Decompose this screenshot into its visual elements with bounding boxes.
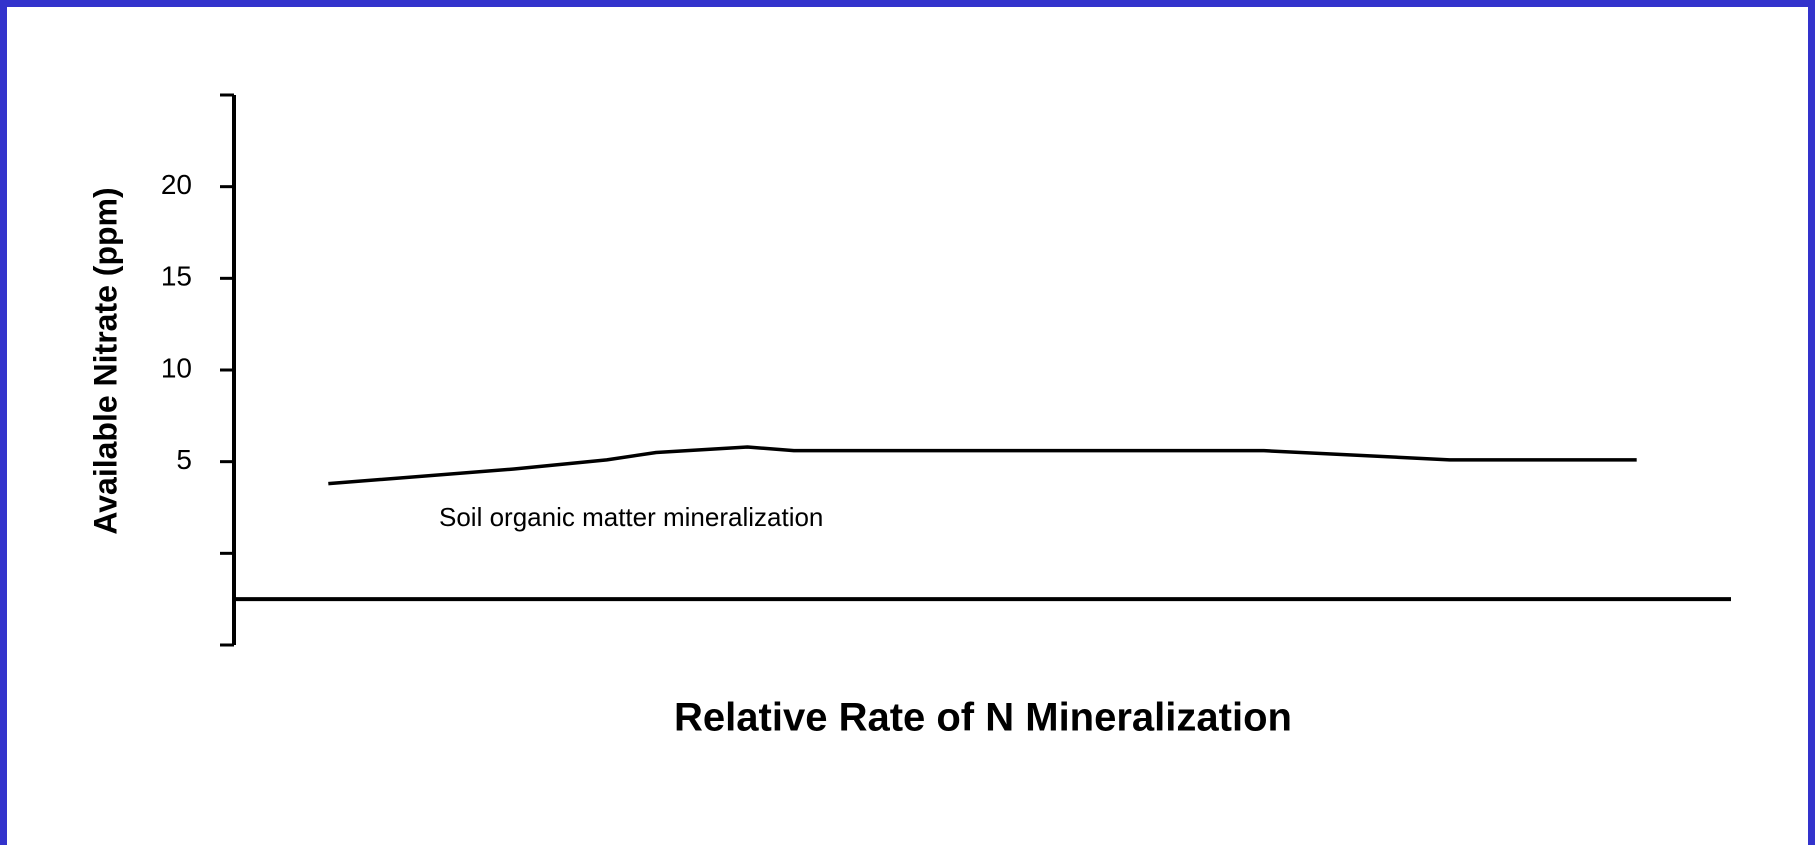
y-axis-title: Available Nitrate (ppm) <box>87 187 123 534</box>
y-tick-label: 15 <box>161 261 192 292</box>
y-tick-label: 20 <box>161 169 192 200</box>
y-tick-label: 5 <box>176 444 192 475</box>
x-axis-title: Relative Rate of N Mineralization <box>674 696 1292 740</box>
frame-border-top <box>0 0 1815 7</box>
data-line <box>328 445 1637 486</box>
y-tick-label: 10 <box>161 352 192 383</box>
frame-border-left <box>0 0 7 845</box>
annotation: Soil organic matter mineralization <box>439 502 823 532</box>
frame-border-right <box>1808 0 1815 845</box>
